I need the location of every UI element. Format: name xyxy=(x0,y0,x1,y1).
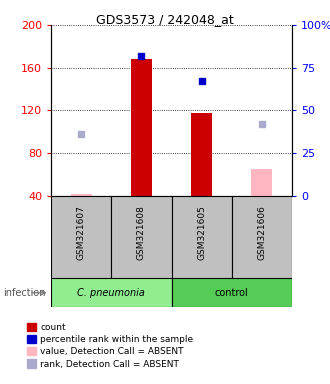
Text: infection: infection xyxy=(3,288,46,298)
Bar xyxy=(131,59,152,196)
Bar xyxy=(251,169,273,196)
Bar xyxy=(232,196,292,278)
Bar xyxy=(112,196,172,278)
Bar xyxy=(191,113,212,196)
Text: C. pneumonia: C. pneumonia xyxy=(78,288,145,298)
Bar xyxy=(172,196,232,278)
Bar xyxy=(71,194,92,196)
Text: GSM321606: GSM321606 xyxy=(257,205,266,260)
Text: control: control xyxy=(215,288,249,298)
Text: GDS3573 / 242048_at: GDS3573 / 242048_at xyxy=(96,13,234,26)
Text: GSM321605: GSM321605 xyxy=(197,205,206,260)
Bar xyxy=(51,196,112,278)
Text: GSM321608: GSM321608 xyxy=(137,205,146,260)
Legend: count, percentile rank within the sample, value, Detection Call = ABSENT, rank, : count, percentile rank within the sample… xyxy=(27,323,194,369)
Bar xyxy=(172,278,292,307)
Text: GSM321607: GSM321607 xyxy=(77,205,86,260)
Bar xyxy=(51,278,172,307)
